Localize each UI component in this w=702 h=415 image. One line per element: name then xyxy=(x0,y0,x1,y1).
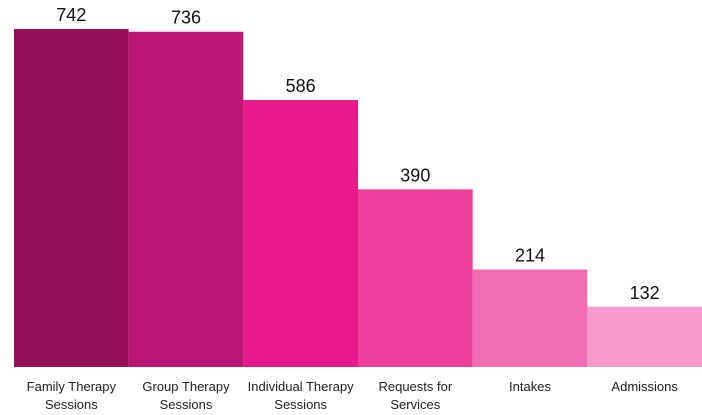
category-label: Individual Therapy Sessions xyxy=(247,379,354,412)
value-label: 132 xyxy=(630,283,660,303)
value-label: 742 xyxy=(56,5,86,25)
bar xyxy=(243,100,358,367)
bar xyxy=(128,31,244,367)
category-label: Intakes xyxy=(509,379,551,394)
bar xyxy=(587,306,702,367)
bar xyxy=(358,189,473,367)
category-label: Requests for Services xyxy=(378,379,453,412)
value-label: 736 xyxy=(171,8,201,28)
value-label: 390 xyxy=(400,165,430,185)
category-label: Family Therapy Sessions xyxy=(26,379,116,412)
bar xyxy=(14,29,129,367)
category-label: Group Therapy Sessions xyxy=(142,379,230,412)
bar xyxy=(472,269,588,367)
value-label: 586 xyxy=(286,76,316,96)
value-label: 214 xyxy=(515,246,545,266)
category-label: Admissions xyxy=(611,379,678,394)
